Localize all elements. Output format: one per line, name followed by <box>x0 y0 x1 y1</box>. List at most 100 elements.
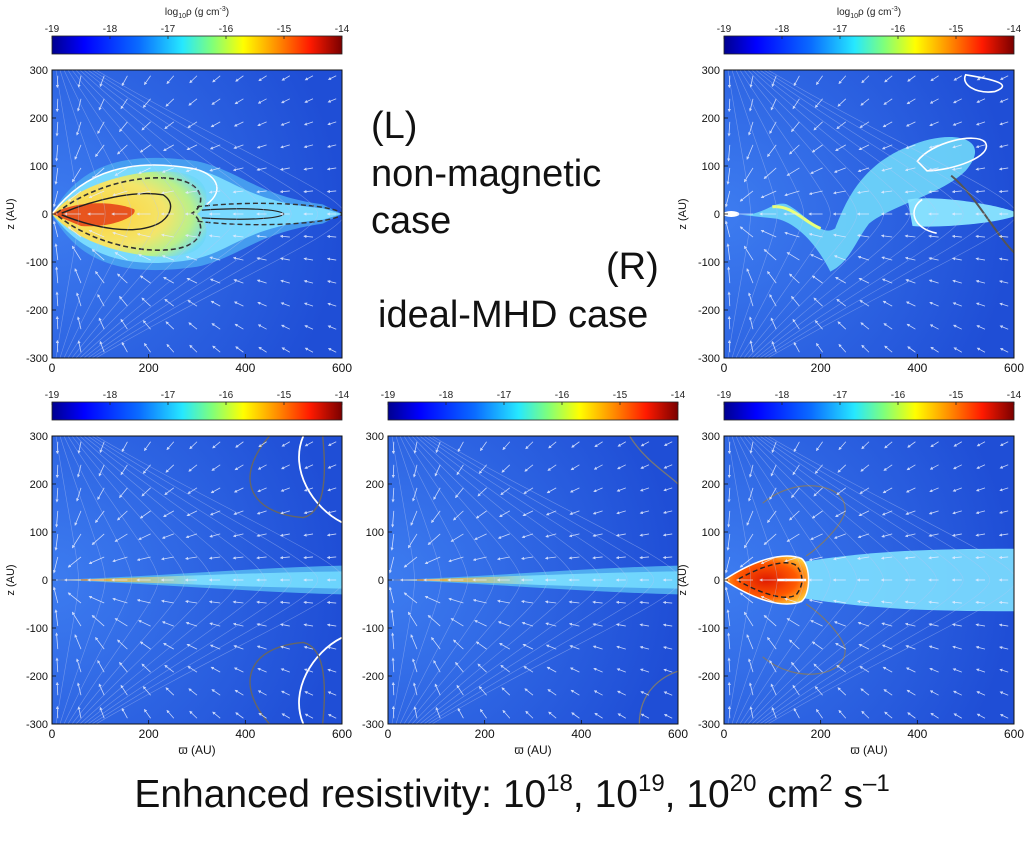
velocity-arrow <box>906 98 916 105</box>
velocity-arrow <box>727 487 731 503</box>
velocity-arrow <box>617 713 627 719</box>
velocity-arrow <box>326 533 337 537</box>
velocity-arrow <box>907 346 916 353</box>
velocity-arrow <box>97 660 105 673</box>
velocity-arrow <box>836 664 847 673</box>
velocity-arrow <box>928 167 939 172</box>
velocity-arrow <box>615 533 626 537</box>
velocity-arrow <box>771 340 777 353</box>
velocity-arrow <box>455 487 464 499</box>
colorbar-tick-label: -15 <box>613 390 628 401</box>
velocity-arrow <box>233 487 244 493</box>
velocity-arrow <box>662 623 673 627</box>
velocity-arrow <box>953 98 962 104</box>
velocity-arrow <box>975 257 986 261</box>
velocity-arrow <box>112 190 128 197</box>
velocity-arrow <box>256 167 267 172</box>
velocity-arrow <box>121 441 128 453</box>
velocity-arrow <box>209 144 221 150</box>
velocity-arrow <box>232 234 244 238</box>
velocity-arrow <box>662 533 673 537</box>
velocity-arrow <box>212 345 221 353</box>
velocity-arrow <box>256 279 267 284</box>
velocity-arrow <box>569 510 580 515</box>
field-line <box>767 436 1014 724</box>
velocity-arrow <box>859 487 870 494</box>
velocity-arrow <box>326 189 337 194</box>
x-axis-label: ϖ (AU) <box>514 743 551 757</box>
velocity-arrow <box>953 324 962 330</box>
velocity-arrow <box>161 533 174 539</box>
velocity-arrow <box>55 464 59 479</box>
velocity-arrow <box>477 487 487 497</box>
velocity-arrow <box>569 667 580 673</box>
velocity-arrow <box>594 712 603 719</box>
velocity-arrow <box>837 98 847 107</box>
velocity-arrow <box>881 278 893 284</box>
velocity-arrow <box>833 533 846 539</box>
velocity-arrow <box>114 167 128 176</box>
velocity-arrow <box>739 190 754 202</box>
y-tick-label: 100 <box>366 527 384 539</box>
velocity-arrow <box>999 144 1009 148</box>
velocity-arrow <box>187 121 198 128</box>
velocity-arrow <box>456 684 464 696</box>
velocity-arrow <box>928 556 939 560</box>
velocity-arrow <box>76 121 82 136</box>
velocity-arrow <box>187 300 198 307</box>
velocity-arrow <box>615 600 626 604</box>
velocity-arrow <box>808 556 823 562</box>
colorbar-tick-label: -14 <box>335 24 350 35</box>
velocity-arrow <box>304 98 314 103</box>
velocity-arrow <box>209 644 221 650</box>
velocity-arrow <box>88 229 105 238</box>
y-tick-label: 200 <box>30 479 48 491</box>
velocity-arrow <box>120 98 128 110</box>
velocity-arrow <box>233 667 244 673</box>
velocity-arrow <box>427 533 441 546</box>
velocity-arrow <box>882 300 893 307</box>
velocity-arrow <box>568 622 580 627</box>
velocity-arrow <box>662 600 673 605</box>
velocity-arrow <box>74 268 82 284</box>
x-tick-label: 600 <box>1004 727 1024 741</box>
velocity-arrow <box>232 600 244 604</box>
velocity-arrow <box>975 302 986 307</box>
velocity-arrow <box>234 323 244 330</box>
velocity-arrow <box>749 441 754 454</box>
velocity-arrow <box>814 98 823 108</box>
velocity-arrow <box>185 190 198 194</box>
velocity-arrow <box>952 510 962 515</box>
velocity-arrow <box>327 691 337 696</box>
velocity-arrow <box>749 316 754 330</box>
velocity-arrow <box>547 464 557 471</box>
velocity-arrow <box>502 709 511 719</box>
velocity-arrow <box>326 167 337 171</box>
field-line <box>735 436 805 724</box>
velocity-arrow <box>95 144 105 158</box>
velocity-arrow <box>234 464 244 471</box>
velocity-arrow <box>792 318 800 330</box>
velocity-arrow <box>884 711 893 719</box>
velocity-arrow <box>117 273 128 284</box>
velocity-arrow <box>521 556 534 560</box>
velocity-arrow <box>748 292 754 307</box>
velocity-arrow <box>77 441 82 454</box>
velocity-arrow <box>165 98 175 107</box>
velocity-arrow <box>410 634 418 650</box>
velocity-arrow <box>279 167 290 171</box>
velocity-arrow <box>187 666 198 673</box>
velocity-arrow <box>770 683 777 696</box>
velocity-arrow <box>810 254 823 261</box>
x-tick-label: 600 <box>332 727 352 741</box>
velocity-arrow <box>998 189 1009 194</box>
field-line <box>87 436 292 724</box>
velocity-arrow <box>793 441 800 453</box>
colorbar-tick-label: -16 <box>891 24 906 35</box>
velocity-arrow <box>95 636 105 650</box>
field-line <box>767 70 1014 358</box>
velocity-arrow <box>814 686 823 696</box>
velocity-arrow <box>71 533 82 549</box>
velocity-arrow <box>760 229 777 238</box>
velocity-arrow <box>326 234 337 239</box>
